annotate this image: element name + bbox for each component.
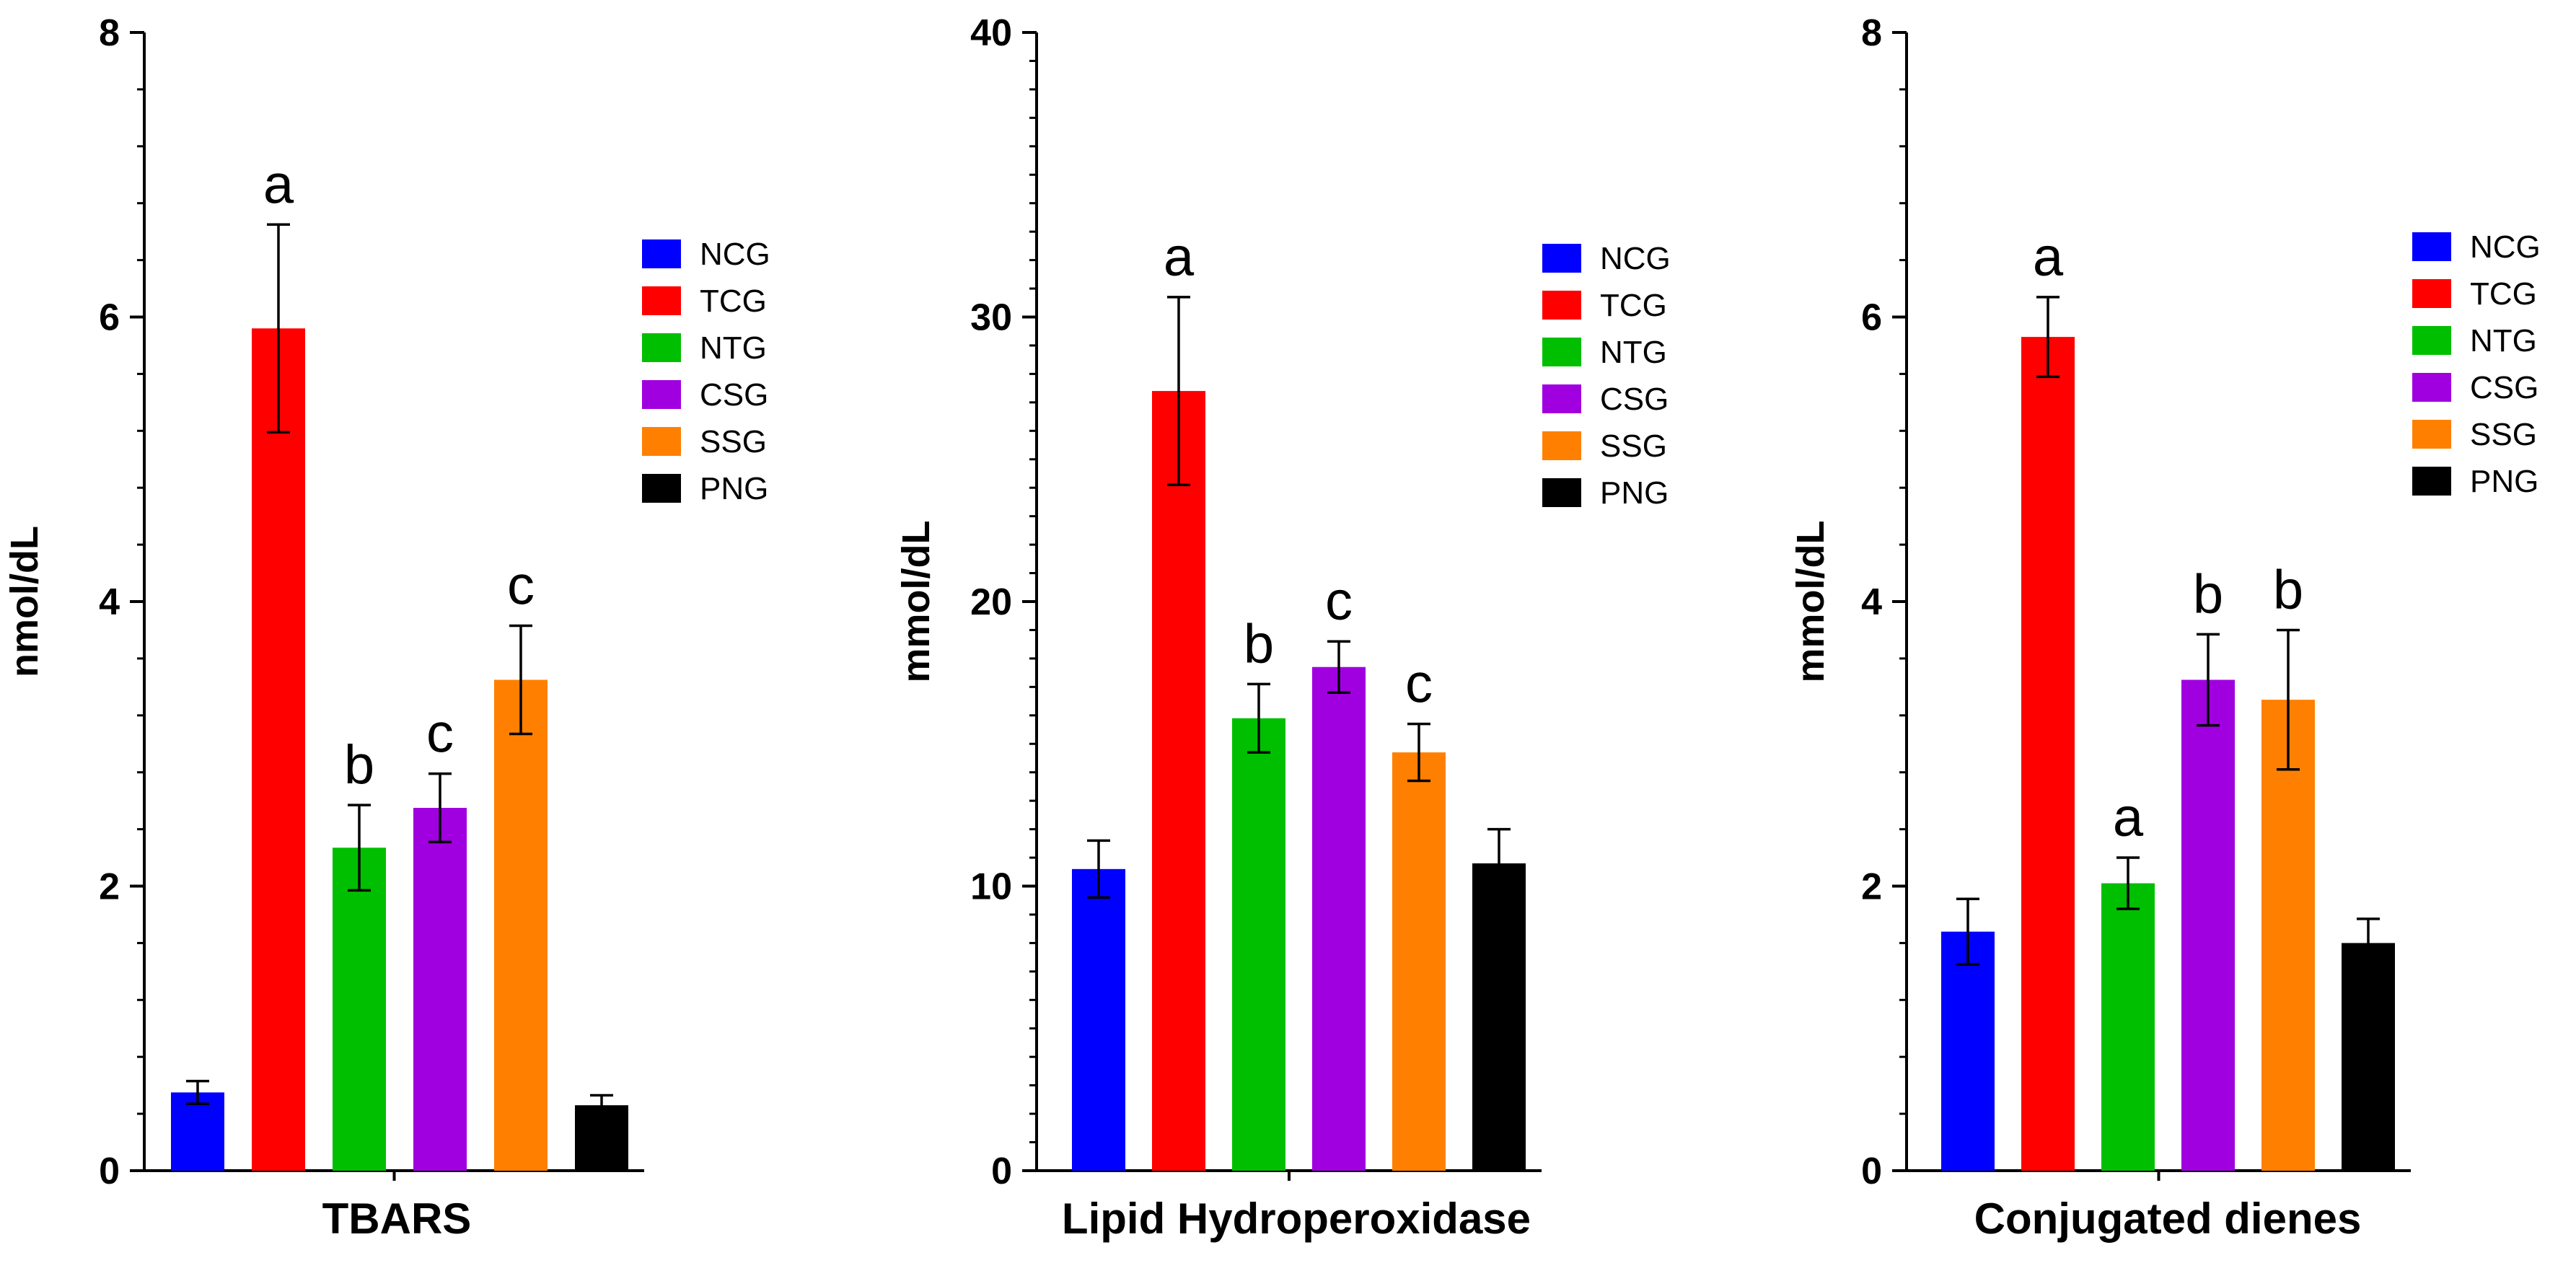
bar-ncg — [1941, 931, 1995, 1171]
y-tick-label: 0 — [1861, 1150, 1882, 1192]
bar-csg — [1312, 666, 1366, 1171]
x-axis-label: Conjugated dienes — [1974, 1194, 2362, 1243]
bar-csg — [2181, 679, 2235, 1171]
legend-label: PNG — [2470, 464, 2538, 499]
significance-label: b — [2273, 559, 2303, 620]
legend-swatch-ncg — [2412, 232, 2451, 261]
bar-ncg — [1072, 868, 1125, 1171]
significance-label: a — [1164, 226, 1195, 288]
legend-swatch-ssg — [1542, 431, 1581, 460]
y-tick-label: 30 — [970, 297, 1012, 339]
bar-csg — [413, 808, 467, 1171]
legend-swatch-ncg — [642, 239, 681, 268]
legend-swatch-csg — [2412, 373, 2451, 402]
significance-label: b — [344, 734, 374, 796]
y-axis-label: nmol/dL — [3, 526, 46, 677]
significance-label: c — [426, 703, 454, 765]
y-tick-label: 4 — [99, 581, 120, 623]
legend-label: TCG — [2470, 276, 2537, 312]
y-tick-label: 2 — [1861, 866, 1882, 908]
y-tick-label: 0 — [99, 1150, 120, 1192]
legend-swatch-ntg — [642, 333, 681, 362]
legend-swatch-csg — [642, 380, 681, 409]
bar-tcg — [2021, 337, 2075, 1171]
y-tick-label: 4 — [1861, 581, 1882, 623]
legend-label: NTG — [1600, 335, 1667, 370]
bar-png — [1472, 863, 1526, 1171]
bar-tcg — [252, 328, 305, 1171]
y-tick-label: 40 — [970, 12, 1012, 54]
legend-swatch-ncg — [1542, 244, 1581, 273]
significance-label: a — [2113, 787, 2144, 848]
bar-ssg — [494, 679, 548, 1171]
significance-label: c — [1325, 571, 1353, 632]
bar-ncg — [171, 1092, 224, 1171]
legend-swatch-png — [2412, 467, 2451, 496]
legend-label: TCG — [700, 283, 767, 319]
legend-label: NTG — [700, 330, 767, 366]
significance-label: b — [1244, 613, 1274, 674]
bar-ssg — [2261, 700, 2315, 1171]
y-tick-label: 6 — [99, 297, 120, 339]
legend-label: SSG — [1600, 428, 1667, 464]
legend-label: NTG — [2470, 323, 2537, 358]
legend-swatch-csg — [1542, 384, 1581, 413]
legend-swatch-ntg — [2412, 326, 2451, 355]
legend-label: SSG — [2470, 417, 2537, 452]
legend-swatch-png — [642, 474, 681, 503]
y-tick-label: 2 — [99, 866, 120, 908]
bar-png — [2342, 943, 2395, 1171]
y-tick-label: 10 — [970, 866, 1012, 908]
y-tick-label: 8 — [1861, 12, 1882, 54]
legend-label: NCG — [700, 237, 770, 272]
significance-label: c — [507, 555, 535, 617]
legend-swatch-ssg — [2412, 420, 2451, 449]
bar-ntg — [1232, 718, 1285, 1171]
legend-swatch-tcg — [642, 286, 681, 315]
significance-label: b — [2193, 563, 2223, 625]
bar-ntg — [2101, 883, 2155, 1171]
legend-label: TCG — [1600, 288, 1667, 323]
legend-label: CSG — [2470, 370, 2538, 405]
bar-tcg — [1152, 391, 1205, 1171]
legend-label: SSG — [700, 424, 767, 459]
y-tick-label: 6 — [1861, 297, 1882, 339]
legend-swatch-tcg — [2412, 279, 2451, 308]
bar-ssg — [1392, 752, 1446, 1171]
legend-label: NCG — [2470, 229, 2541, 265]
y-tick-label: 20 — [970, 581, 1012, 623]
legend-label: PNG — [1600, 475, 1669, 511]
legend-swatch-tcg — [1542, 291, 1581, 320]
legend-swatch-ntg — [1542, 338, 1581, 366]
x-axis-label: Lipid Hydroperoxidase — [1062, 1194, 1531, 1243]
x-axis-label: TBARS — [322, 1194, 472, 1243]
legend-label: CSG — [700, 377, 768, 413]
chart-panel-3: 0 2 4 6 8 mmol/dL Conjugated dienes a a b b NCG TCG N… — [1789, 12, 2541, 1243]
y-tick-label: 8 — [99, 12, 120, 54]
significance-label: c — [1405, 653, 1433, 715]
legend-swatch-png — [1542, 478, 1581, 507]
legend-label: CSG — [1600, 382, 1669, 417]
y-tick-label: 0 — [991, 1150, 1012, 1192]
legend-label: NCG — [1600, 241, 1671, 276]
legend-swatch-ssg — [642, 427, 681, 456]
bar-ntg — [333, 848, 386, 1171]
significance-label: a — [2033, 226, 2064, 288]
y-axis-label: mmol/dL — [894, 521, 938, 683]
significance-label: a — [263, 154, 294, 215]
legend-label: PNG — [700, 471, 768, 506]
y-axis-label: mmol/dL — [1789, 521, 1832, 683]
